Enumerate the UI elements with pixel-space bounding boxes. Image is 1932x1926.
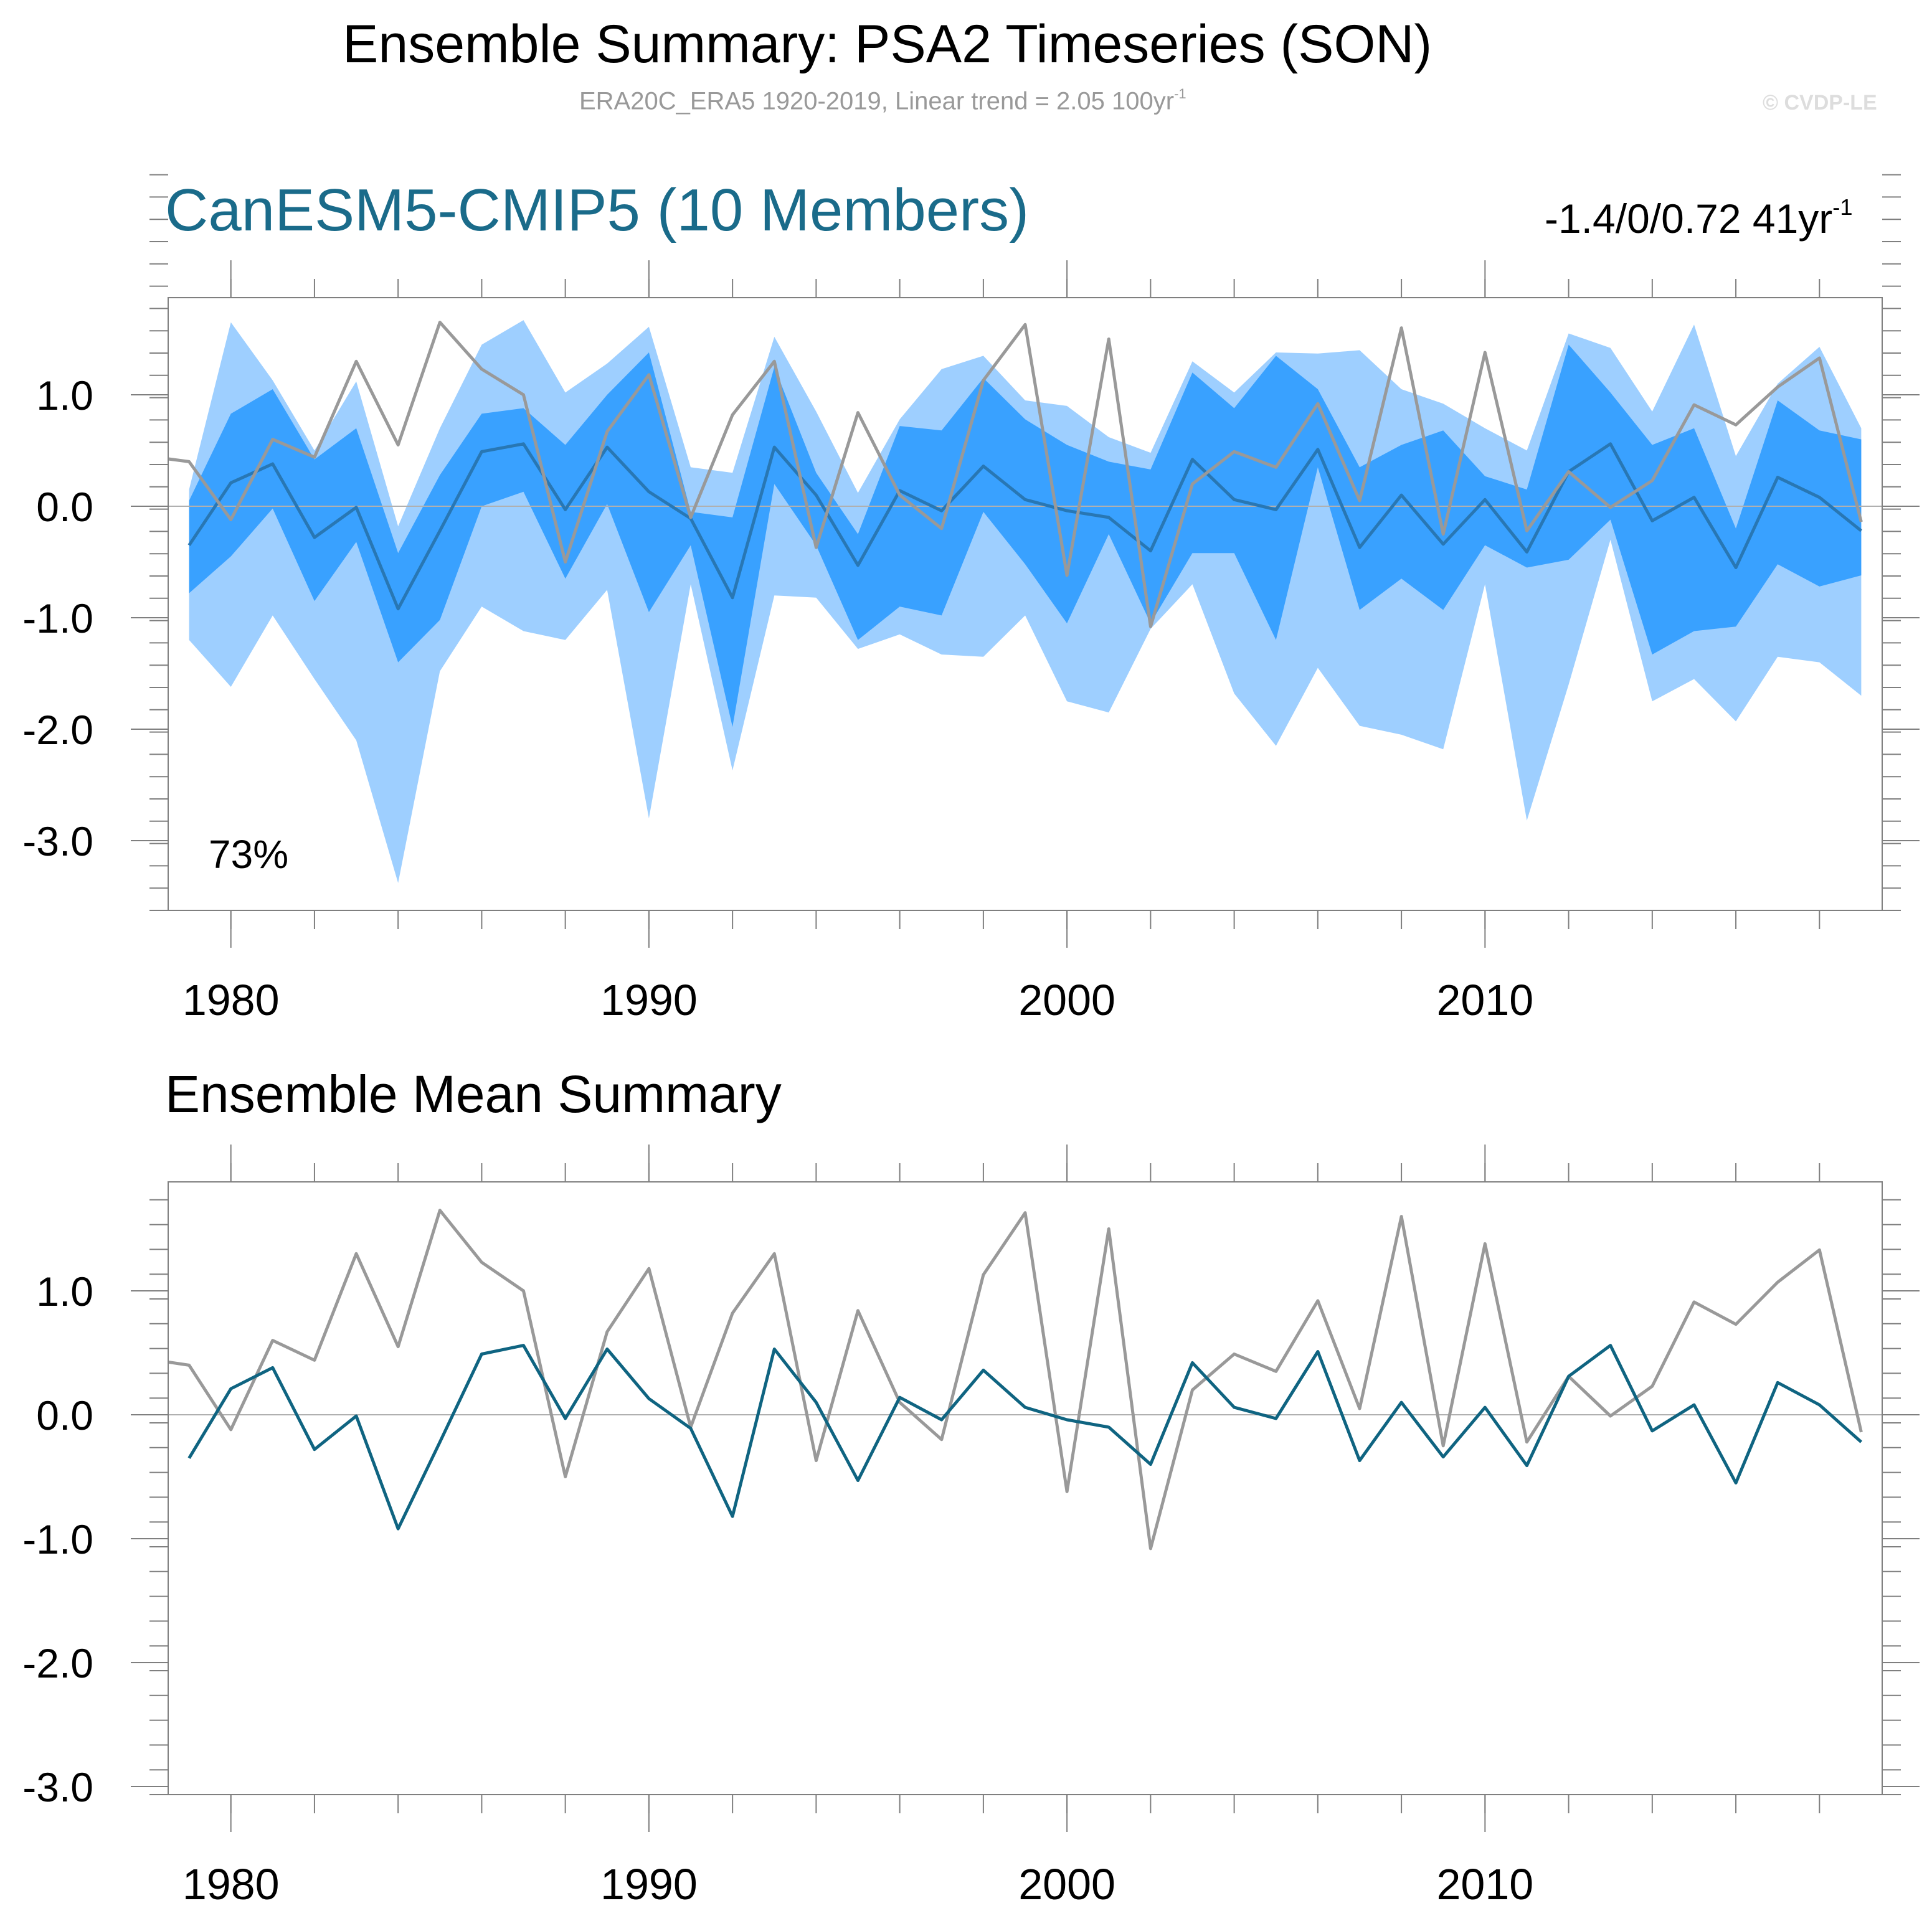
chart-panel-2: 1.0 0.0 -1.0 -2.0 -3.0 1980 1990 2000 2010 [22, 1145, 1920, 1909]
figure-subtitle: ERA20C_ERA5 1920-2019, Linear trend = 2.… [579, 87, 1186, 114]
plot-frame [168, 297, 1883, 911]
subtitle-text: ERA20C_ERA5 1920-2019, Linear trend = 2.… [579, 87, 1175, 115]
ensemble-mean-line [187, 442, 1862, 611]
x-tick-label: 2000 [1018, 1860, 1115, 1909]
y-tick-label: -1.0 [22, 1516, 93, 1562]
plot-frame [168, 1181, 1883, 1795]
x-tick-label: 2000 [1018, 976, 1115, 1024]
figure-title: Ensemble Summary: PSA2 Timeseries (SON) [343, 14, 1432, 74]
x-tick-label: 1980 [182, 976, 280, 1024]
tick-marks [131, 1145, 1920, 1832]
ensemble-mean-line [187, 1344, 1863, 1531]
tick-marks [131, 174, 1920, 948]
y-tick-label: -2.0 [22, 1640, 93, 1686]
y-tick-label: -1.0 [22, 595, 93, 641]
y-tick-label: 1.0 [36, 1268, 93, 1315]
trend-stats-superscript: -1 [1832, 194, 1853, 220]
x-tick-label: 2010 [1436, 976, 1533, 1024]
top-panel-title: CanESM5-CMIP5 (10 Members) [165, 177, 1030, 243]
x-tick-label: 1980 [182, 1860, 280, 1909]
y-tick-label: -2.0 [22, 707, 93, 753]
y-tick-label: -3.0 [22, 818, 93, 864]
top-panel-trend-stats: -1.4/0/0.72 41yr-1 [1545, 196, 1853, 239]
x-tick-label: 1990 [600, 976, 698, 1024]
x-tick-label: 1990 [600, 1860, 698, 1909]
y-tick-label: 1.0 [36, 372, 93, 418]
plot-area [168, 320, 1882, 883]
copyright-watermark: © CVDP-LE [1763, 91, 1877, 115]
bottom-panel-title: Ensemble Mean Summary [165, 1065, 782, 1123]
y-tick-label: -3.0 [22, 1764, 93, 1810]
y-tick-label: 0.0 [36, 1392, 93, 1438]
trend-stats-text: -1.4/0/0.72 41yr [1545, 196, 1833, 242]
x-tick-label: 2010 [1436, 1860, 1533, 1909]
y-tick-label: 0.0 [36, 484, 93, 530]
observations-line [168, 1209, 1863, 1551]
observations-line [168, 321, 1863, 628]
subtitle-superscript: -1 [1174, 86, 1186, 101]
top-panel-percent-label: 73% [209, 832, 289, 877]
chart-panel-1: 1.0 0.0 -1.0 -2.0 -3.0 1980 1990 2000 2010 [22, 174, 1920, 1024]
ensemble-inner-band [189, 344, 1862, 727]
plot-area [168, 1209, 1882, 1551]
